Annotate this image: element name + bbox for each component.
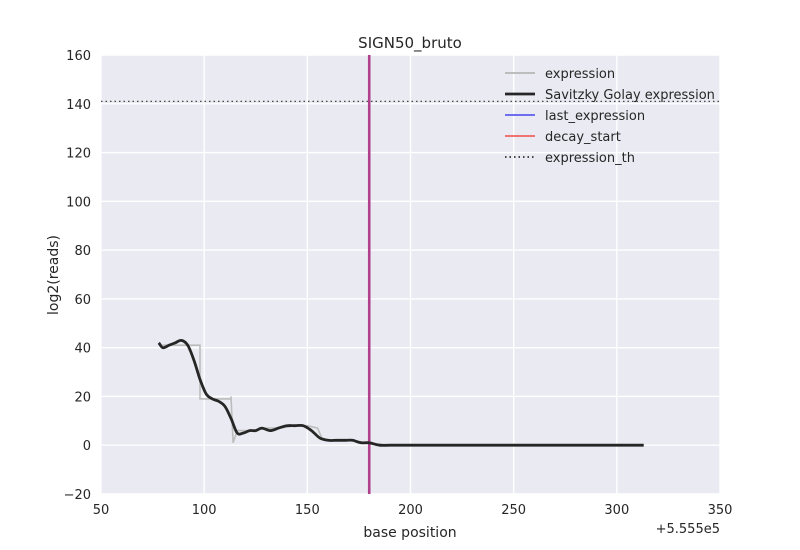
y-tick-label: 20	[74, 390, 91, 405]
series-savitzky-golay-line	[157, 338, 644, 447]
y-tick-label: 120	[66, 147, 91, 162]
x-tick-label: 300	[604, 503, 629, 518]
grid	[100, 54, 721, 495]
legend: expression Savitzky Golay expression last_…	[505, 67, 715, 166]
y-tick-label: 100	[66, 195, 91, 210]
y-tick-label: 160	[66, 49, 91, 64]
tick-labels: 50 100 150 200 250 300 350 −20 0 20 40 60 80 100 120 14…	[64, 49, 733, 518]
x-tick-label: 100	[192, 503, 217, 518]
y-tick-label: 60	[74, 293, 91, 308]
x-tick-label: 50	[93, 503, 110, 518]
y-tick-label: 40	[74, 342, 91, 357]
y-axis-label: log2(reads)	[46, 235, 62, 315]
chart-title: SIGN50_bruto	[358, 34, 462, 53]
legend-label: expression	[545, 67, 615, 82]
x-tick-label: 350	[708, 503, 733, 518]
x-axis-label: base position	[363, 525, 456, 541]
y-tick-label: 140	[66, 98, 91, 113]
y-tick-label: 80	[74, 244, 91, 259]
legend-label: expression_th	[545, 151, 635, 166]
y-tick-label: 0	[83, 439, 91, 454]
y-tick-label: −20	[64, 488, 91, 503]
legend-label: Savitzky Golay expression	[545, 88, 715, 103]
legend-label: last_expression	[545, 109, 645, 124]
x-tick-label: 200	[398, 503, 423, 518]
legend-label: decay_start	[545, 130, 621, 145]
series-layer	[101, 55, 720, 494]
x-offset-text: +5.555e5	[656, 522, 720, 537]
x-tick-label: 250	[501, 503, 526, 518]
x-tick-label: 150	[295, 503, 320, 518]
